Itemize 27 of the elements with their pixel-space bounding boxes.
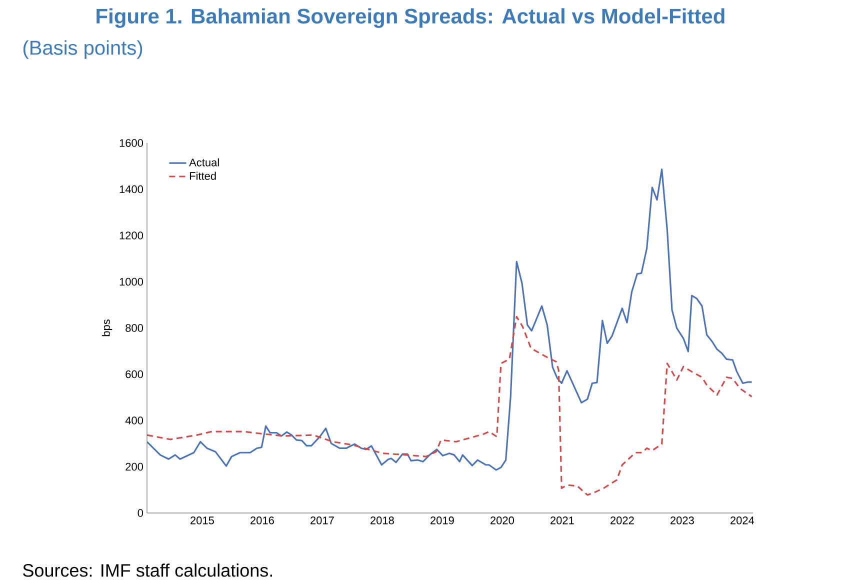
y-tick-label: 200: [126, 462, 144, 471]
y-tick-label: 600: [126, 370, 144, 378]
y-tick-label: 1600: [120, 139, 144, 147]
x-tick-label: 2017: [310, 516, 334, 524]
x-tick-label: 2020: [490, 516, 514, 524]
y-tick-label: 1000: [120, 278, 144, 286]
y-tick-label: 800: [126, 324, 144, 332]
source-note: Sources: IMF staff calculations.: [23, 564, 272, 577]
line-series: [147, 168, 753, 471]
x-tick-label: 2018: [370, 516, 394, 524]
x-tick-label: 2023: [670, 516, 694, 524]
x-tick-label: 2019: [430, 516, 454, 524]
chart-subtitle: (Basis points): [23, 40, 142, 59]
line-series: [147, 316, 753, 496]
y-tick-label: 0: [138, 509, 144, 517]
x-tick-label: 2024: [730, 516, 754, 524]
legend-label: Actual: [189, 158, 219, 166]
y-tick-label: 1400: [120, 185, 144, 194]
y-axis-title: bps: [102, 320, 112, 336]
x-tick-label: 2016: [250, 516, 274, 524]
y-tick-label: 400: [125, 416, 144, 424]
x-tick-label: 2015: [190, 516, 214, 524]
x-tick-label: 2022: [610, 516, 634, 524]
legend-label: Fitted: [190, 172, 216, 180]
y-tick-label: 1200: [120, 232, 144, 240]
x-tick-label: 2021: [550, 516, 574, 524]
chart-title: Figure 1. Bahamian Sovereign Spreads: Actual vs Model-Fitted: [96, 8, 724, 28]
